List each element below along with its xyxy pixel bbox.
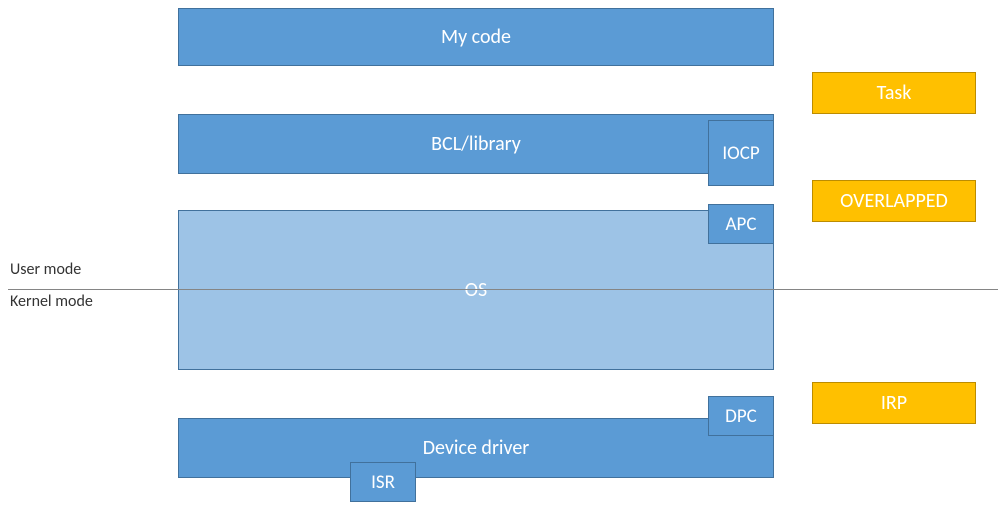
box-isr-label: ISR bbox=[371, 471, 395, 494]
layer-driver-label: Device driver bbox=[423, 436, 530, 460]
box-apc-label: APC bbox=[726, 213, 757, 236]
box-dpc-label: DPC bbox=[725, 405, 757, 428]
box-isr: ISR bbox=[350, 462, 416, 502]
layer-driver: Device driver bbox=[178, 418, 774, 478]
label-kernel-mode: Kernel mode bbox=[10, 292, 93, 311]
layer-os: OS bbox=[178, 210, 774, 370]
layer-os-label: OS bbox=[465, 278, 487, 302]
tag-overlapped: OVERLAPPED bbox=[812, 180, 976, 222]
box-iocp-label: IOCP bbox=[722, 142, 759, 165]
tag-irp: IRP bbox=[812, 382, 976, 424]
box-apc: APC bbox=[708, 204, 774, 244]
mode-divider bbox=[8, 289, 998, 290]
tag-task-label: Task bbox=[877, 81, 912, 105]
box-dpc: DPC bbox=[708, 396, 774, 436]
layer-mycode: My code bbox=[178, 8, 774, 66]
layer-bcl: BCL/library bbox=[178, 114, 774, 174]
layer-mycode-label: My code bbox=[441, 25, 511, 49]
tag-irp-label: IRP bbox=[881, 391, 907, 415]
label-user-mode: User mode bbox=[10, 260, 81, 279]
layer-bcl-label: BCL/library bbox=[431, 132, 521, 156]
tag-task: Task bbox=[812, 72, 976, 114]
box-iocp: IOCP bbox=[708, 120, 774, 186]
tag-overlapped-label: OVERLAPPED bbox=[840, 189, 948, 213]
